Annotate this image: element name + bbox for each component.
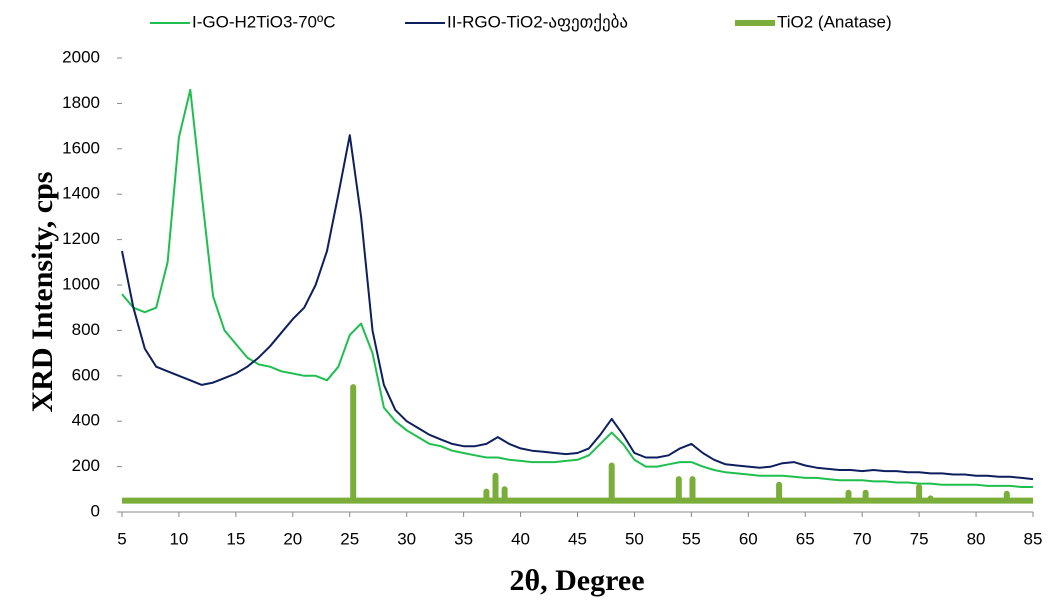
y-tick-label: 0 [91,501,100,520]
y-tick-label: 1800 [62,93,100,112]
y-tick-label: 600 [72,365,100,384]
legend-label: I-GO-H2TiO3-70ºC [192,12,336,31]
series-line [122,384,1033,504]
legend-label: TiO2 (Anatase) [777,12,892,31]
x-tick-label: 70 [853,529,872,548]
y-tick-label: 2000 [62,47,100,66]
x-tick-label: 75 [910,529,929,548]
y-tick-label: 1600 [62,138,100,157]
series-line [121,134,1034,481]
x-tick-label: 20 [283,529,302,548]
x-tick-label: 80 [967,529,986,548]
x-tick-label: 40 [511,529,530,548]
x-tick-label: 25 [340,529,359,548]
y-tick-label: 200 [72,456,100,475]
y-tick-label: 1000 [62,274,100,293]
x-tick-label: 30 [397,529,416,548]
y-tick-label: 800 [72,320,100,339]
x-tick-label: 10 [169,529,188,548]
x-tick-label: 50 [625,529,644,548]
x-axis-title: 2θ, Degree [509,564,644,597]
y-tick-label: 400 [72,411,100,430]
x-tick-label: 35 [454,529,473,548]
x-tick-label: 65 [796,529,815,548]
legend-label: II-RGO-TiO2-აფეთქება [447,12,628,32]
y-axis-title: XRD Intensity, cps [26,172,59,413]
x-tick-label: 45 [568,529,587,548]
y-tick-label: 1200 [62,229,100,248]
x-tick-label: 85 [1024,529,1043,548]
x-tick-label: 15 [226,529,245,548]
x-tick-label: 5 [117,529,126,548]
y-tick-label: 1400 [62,184,100,203]
x-tick-label: 55 [682,529,701,548]
series-line [121,88,1033,488]
x-tick-label: 60 [739,529,758,548]
